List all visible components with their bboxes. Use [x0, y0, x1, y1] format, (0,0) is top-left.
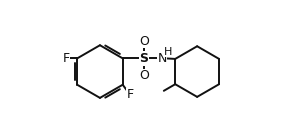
Text: N: N: [158, 52, 167, 65]
Text: S: S: [140, 52, 149, 65]
Text: F: F: [62, 52, 70, 65]
Text: F: F: [126, 88, 134, 101]
Text: O: O: [139, 69, 149, 82]
Text: O: O: [139, 35, 149, 48]
Text: H: H: [164, 47, 172, 57]
